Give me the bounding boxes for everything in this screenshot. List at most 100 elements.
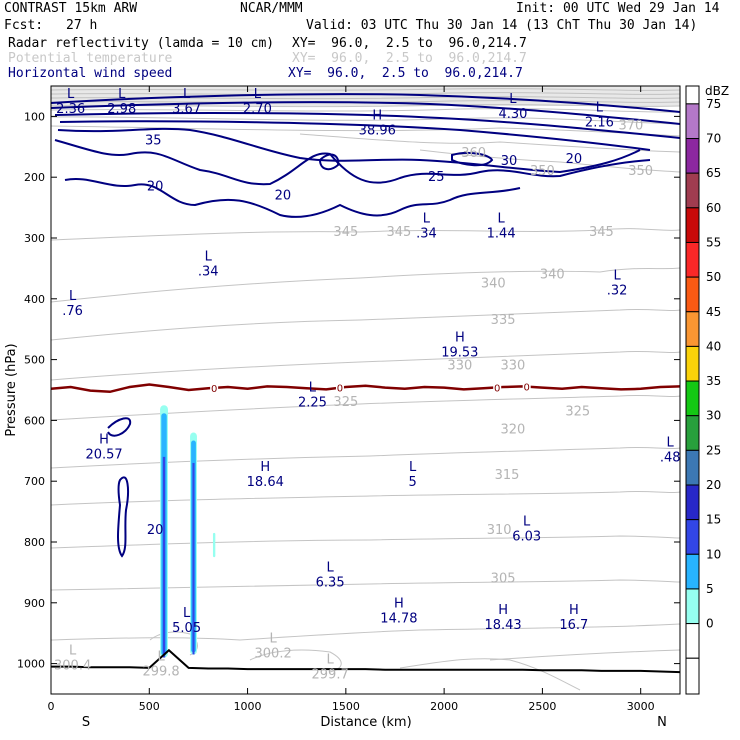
extremum-value-label: .34 [416, 226, 437, 241]
extremum-type-label: L [69, 289, 77, 304]
freezing-label-bg [210, 381, 219, 393]
x-axis-end-label: N [657, 715, 667, 730]
theta-contour-label: 320 [501, 423, 526, 438]
extremum-value-label: .32 [607, 283, 628, 298]
extremum-type-label: L [118, 87, 126, 102]
y-tick-label: 500 [24, 354, 45, 367]
colorbar-tick-label: 35 [706, 374, 721, 388]
freezing-level-label: 0 [211, 384, 217, 395]
wind-contour-label: 30 [501, 154, 518, 169]
extremum-type-label: L [183, 87, 191, 102]
colorbar-tick-label: 10 [706, 547, 721, 561]
freezing-level-line [51, 383, 680, 394]
x-tick-label: 500 [139, 700, 160, 713]
theta-contour-label: 350 [530, 164, 555, 179]
colorbar-cell [685, 380, 700, 417]
colorbar-cell [685, 588, 700, 625]
extremum-type-label: L [254, 87, 262, 102]
x-tick-label: 3000 [627, 700, 655, 713]
colorbar-cell [685, 138, 700, 174]
colorbar-tick-label: 20 [706, 478, 721, 492]
org-label: NCAR/MMM [240, 1, 303, 16]
y-tick-label: 300 [24, 232, 45, 245]
theta-contour-label: 325 [565, 404, 590, 419]
wind-contour-label: 35 [145, 134, 162, 149]
init-time: Init: 00 UTC Wed 29 Jan 14 [516, 1, 720, 16]
field-wind-xy: XY= 96.0, 2.5 to 96.0,214.7 [288, 66, 523, 81]
theta-extremum-type: L [157, 650, 165, 665]
theta-extremum-type: L [269, 631, 277, 646]
colorbar-cell [685, 415, 700, 451]
y-tick-label: 400 [24, 293, 45, 306]
extremum-value-label: 2.98 [107, 102, 136, 117]
reflectivity-column-15dbz [162, 456, 166, 658]
extremum-value-label: 2.16 [585, 116, 614, 131]
theta-contour-label: 330 [501, 359, 526, 374]
colorbar-cell [685, 484, 700, 521]
theta-contour-label: 345 [589, 225, 614, 240]
extremum-type-label: L [205, 250, 213, 265]
extremum-type-label: H [99, 433, 109, 448]
extremum-type-label: H [372, 109, 382, 124]
forecast-label: Fcst: [4, 18, 44, 33]
reflectivity-layer [160, 405, 216, 658]
field-theta-xy: XY= 96.0, 2.5 to 96.0,214.7 [292, 51, 527, 66]
theta-contour-label: 370 [618, 119, 643, 134]
colorbar-cell [685, 623, 700, 659]
colorbar-tick-label: 5 [706, 582, 714, 596]
surface-line [51, 648, 680, 674]
freezing-layer: 0 0 0 0 [51, 380, 680, 395]
x-axis-start-label: S [82, 715, 90, 730]
colorbar-tick-label: 40 [706, 339, 721, 353]
theta-extremum-type: L [69, 644, 77, 659]
y-tick-label: 700 [24, 475, 45, 488]
theta-contour-label: 310 [487, 523, 512, 538]
terrain-layer [51, 648, 680, 674]
extremum-type-label: L [509, 92, 517, 107]
extremum-type-label: L [423, 211, 431, 226]
reflectivity-column-15dbz [192, 462, 195, 655]
extremum-type-label: L [409, 460, 417, 475]
plot-frame [50, 85, 681, 695]
freezing-label-bg [493, 381, 502, 393]
theta-contour-label: 335 [491, 313, 516, 328]
wind-contour-label: 20 [566, 152, 583, 167]
colorbar-tick-label: 70 [706, 132, 721, 146]
extremum-type-label: L [498, 211, 506, 226]
freezing-level-label: 0 [337, 384, 343, 395]
colorbar-tick-label: 0 [706, 617, 714, 631]
x-tick-label: 2500 [528, 700, 556, 713]
valid-time: Valid: 03 UTC Thu 30 Jan 14 (13 ChT Thu … [306, 18, 698, 33]
x-tick-label: 1500 [332, 700, 360, 713]
theta-contour-label: 315 [495, 468, 520, 483]
y-tick-label: 600 [24, 414, 45, 427]
extremum-value-label: 18.64 [247, 475, 284, 490]
y-tick-label: 100 [24, 110, 45, 123]
theta-extremum-value: 300.4 [54, 659, 91, 674]
extremum-value-label: 16.7 [559, 618, 588, 633]
colorbar-unit: dBZ [705, 84, 729, 98]
colorbar-cell [685, 241, 700, 278]
wind-speed-lower [107, 417, 132, 558]
colorbar-cell [685, 519, 700, 555]
theta-contour-label: 305 [491, 571, 516, 586]
colorbar-tick-label: 65 [706, 166, 721, 180]
y-tick-label: 800 [24, 536, 45, 549]
theta-contours [51, 228, 680, 691]
reflectivity-column-5dbz [212, 532, 216, 558]
extremum-value-label: 6.35 [316, 575, 345, 590]
colorbar-cell [685, 172, 700, 209]
extremum-value-label: 19.53 [441, 345, 478, 360]
extremum-type-label: L [326, 560, 334, 575]
colorbar-cell [685, 553, 700, 590]
extremum-value-label: 14.78 [380, 612, 417, 627]
extremum-value-label: .48 [660, 451, 681, 466]
freezing-label-bg [335, 381, 344, 393]
extremum-value-label: 5.05 [172, 621, 201, 636]
extremum-type-label: H [455, 330, 465, 345]
extremum-value-label: .34 [198, 265, 219, 280]
freezing-level-label: 0 [523, 383, 529, 394]
colorbar-tick-label: 55 [706, 235, 721, 249]
